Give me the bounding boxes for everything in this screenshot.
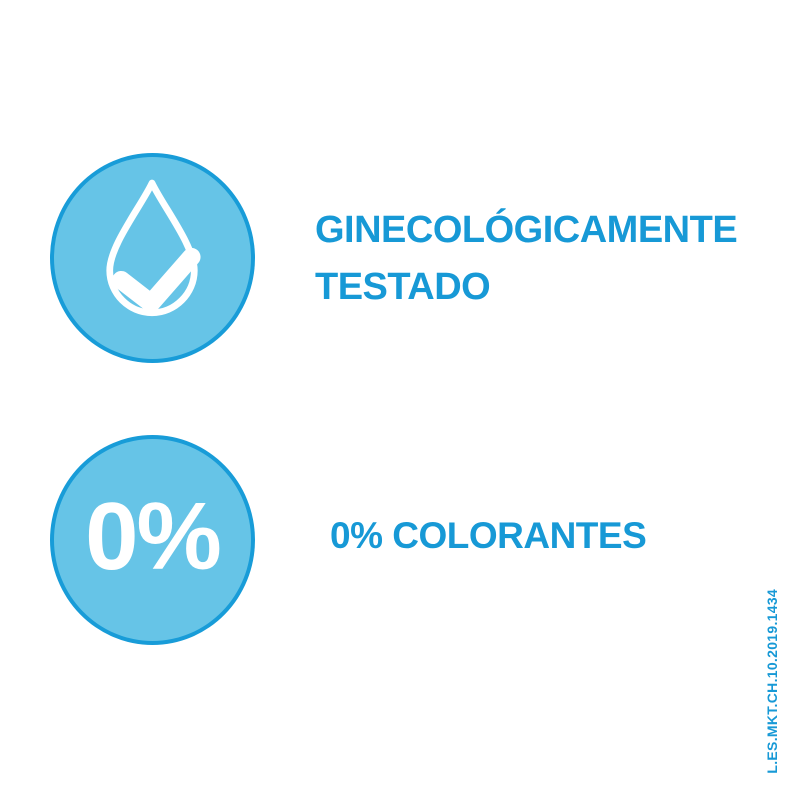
zero-percent-badge: 0% xyxy=(50,435,255,645)
claim-text-gyn-tested: GINECOLÓGICAMENTE TESTADO xyxy=(315,202,775,316)
regulatory-code: L.ES.MKT.CH.10.2019.1434 xyxy=(764,589,780,774)
claim-gyn-line2: TESTADO xyxy=(315,266,491,308)
water-drop-check-icon xyxy=(106,179,201,317)
claim-gyn-line1: GINECOLÓGICAMENTE xyxy=(315,209,738,251)
claim-text-colorants: 0% COLORANTES xyxy=(330,515,647,556)
gyn-tested-badge xyxy=(50,153,255,363)
zero-percent-value: 0% xyxy=(85,483,222,590)
